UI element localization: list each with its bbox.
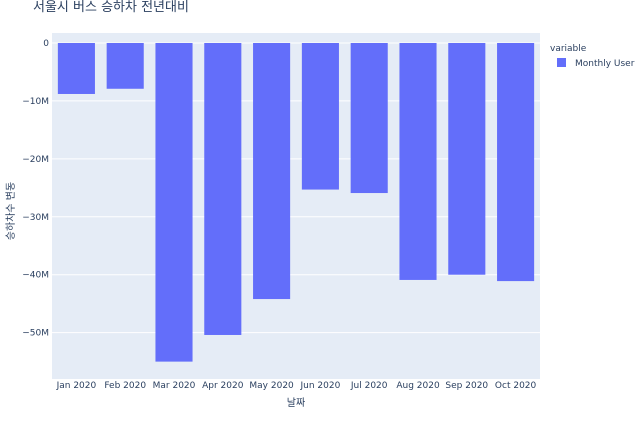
x-tick-label: Sep 2020	[445, 381, 488, 391]
bar[interactable]	[57, 43, 95, 94]
x-axis-ticks: Jan 2020 Feb 2020 Mar 2020 Apr 2020 May 2020…	[56, 381, 537, 391]
y-tick-label: −10M	[22, 97, 49, 107]
y-tick-label: −30M	[22, 213, 49, 223]
bar[interactable]	[301, 43, 339, 190]
x-axis-title: 날짜	[287, 397, 305, 409]
y-axis-ticks: 0 −10M −20M −30M −40M −50M	[22, 39, 49, 339]
x-tick-label: Oct 2020	[495, 381, 537, 391]
x-tick-label: Apr 2020	[202, 381, 244, 391]
x-tick-label: Jun 2020	[299, 381, 340, 391]
x-tick-label: Mar 2020	[153, 381, 196, 391]
bar[interactable]	[106, 43, 144, 89]
legend: variable Monthly User	[550, 44, 635, 69]
x-tick-label: May 2020	[249, 381, 294, 391]
bar[interactable]	[155, 43, 193, 362]
y-tick-label: −20M	[22, 155, 49, 165]
legend-item-monthly-user[interactable]: Monthly User	[575, 59, 635, 69]
bar[interactable]	[253, 43, 291, 300]
y-axis-title: 승하차수 변동	[4, 182, 17, 240]
y-tick-label: −40M	[22, 271, 49, 281]
x-tick-label: Jul 2020	[350, 381, 388, 391]
legend-swatch[interactable]	[557, 58, 566, 67]
x-tick-label: Feb 2020	[104, 381, 146, 391]
x-tick-label: Jan 2020	[56, 381, 97, 391]
chart-title: 서울시 버스 승하차 전년대비	[33, 0, 189, 15]
bar[interactable]	[497, 43, 535, 282]
bars	[57, 43, 535, 362]
y-tick-label: 0	[43, 39, 49, 49]
bar[interactable]	[399, 43, 437, 280]
bar[interactable]	[350, 43, 388, 194]
bar[interactable]	[204, 43, 242, 335]
x-tick-label: Aug 2020	[396, 381, 440, 391]
y-tick-label: −50M	[22, 329, 49, 339]
legend-title: variable	[550, 44, 587, 54]
bar[interactable]	[448, 43, 486, 275]
